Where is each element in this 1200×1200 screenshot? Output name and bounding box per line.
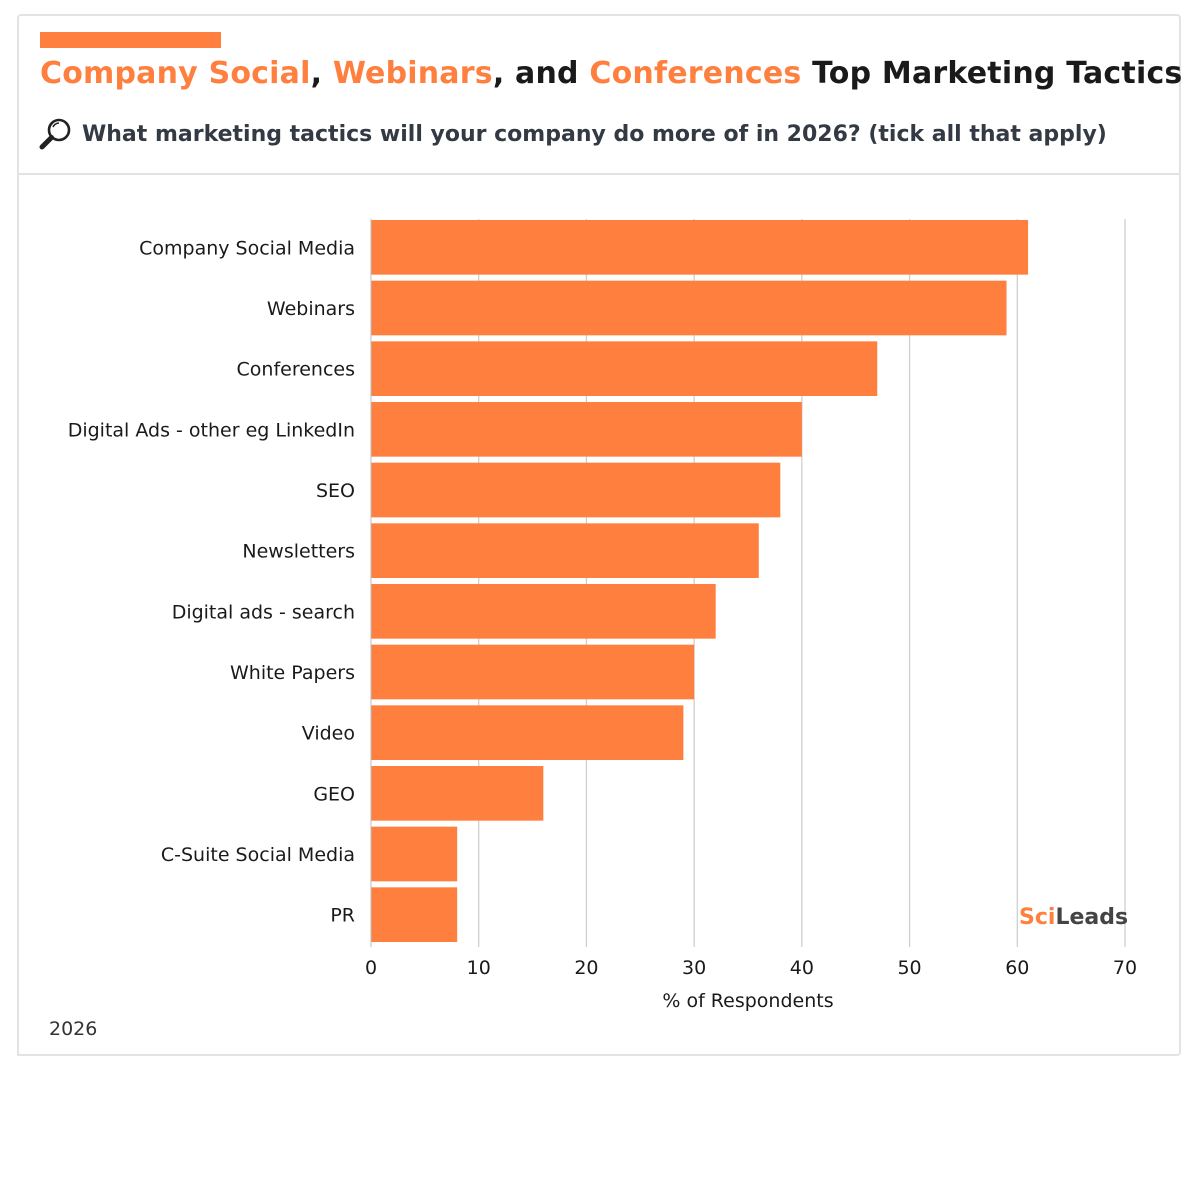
bar-3 xyxy=(371,402,802,457)
x-tick-label-50: 50 xyxy=(897,957,921,979)
magnifier-icon xyxy=(38,116,74,152)
category-label-6: Digital ads - search xyxy=(172,601,355,623)
bar-1 xyxy=(371,280,1007,336)
bar-9 xyxy=(371,766,544,821)
category-label-11: PR xyxy=(330,905,355,927)
x-tick-label-0: 0 xyxy=(365,957,377,979)
title-part-2: Webinars xyxy=(332,56,493,91)
x-tick-label-30: 30 xyxy=(682,957,706,979)
title-part-4: Conferences xyxy=(589,56,802,91)
x-tick-label-40: 40 xyxy=(790,957,814,979)
category-label-9: GEO xyxy=(313,783,355,805)
title-accent-bar xyxy=(40,32,221,48)
category-label-3: Digital Ads - other eg LinkedIn xyxy=(68,419,355,441)
bar-4 xyxy=(371,462,781,518)
brand-logo: SciLeads xyxy=(1019,905,1129,930)
bar-5 xyxy=(371,523,759,578)
bar-2 xyxy=(371,341,878,396)
chart-subtitle: What marketing tactics will your company… xyxy=(38,116,1107,152)
bar-10 xyxy=(371,826,458,882)
x-axis-label: % of Respondents xyxy=(662,990,833,1012)
x-tick-label-20: 20 xyxy=(574,957,598,979)
chart-title: Company Social, Webinars, and Conference… xyxy=(40,56,1182,91)
category-label-1: Webinars xyxy=(267,298,355,320)
category-label-2: Conferences xyxy=(237,359,355,381)
title-part-0: Company Social xyxy=(40,56,311,91)
category-label-7: White Papers xyxy=(230,662,355,684)
title-part-1: , xyxy=(310,56,333,91)
footer-year: 2026 xyxy=(49,1018,98,1040)
category-label-5: Newsletters xyxy=(242,541,355,563)
subtitle-text: What marketing tactics will your company… xyxy=(82,121,1107,147)
bar-6 xyxy=(371,584,716,639)
x-tick-label-70: 70 xyxy=(1113,957,1137,979)
category-label-8: Video xyxy=(302,723,355,745)
category-label-10: C-Suite Social Media xyxy=(161,844,355,866)
plot-panel xyxy=(17,173,1181,1056)
title-part-5: Top Marketing Tactics xyxy=(801,56,1183,91)
title-part-3: , and xyxy=(492,56,590,91)
bar-11 xyxy=(371,887,458,942)
x-tick-label-10: 10 xyxy=(467,957,491,979)
bar-8 xyxy=(371,705,684,760)
bar-0 xyxy=(371,220,1029,275)
category-label-4: SEO xyxy=(316,480,355,502)
x-tick-label-60: 60 xyxy=(1005,957,1029,979)
bar-7 xyxy=(371,644,695,700)
category-label-0: Company Social Media xyxy=(139,237,355,259)
